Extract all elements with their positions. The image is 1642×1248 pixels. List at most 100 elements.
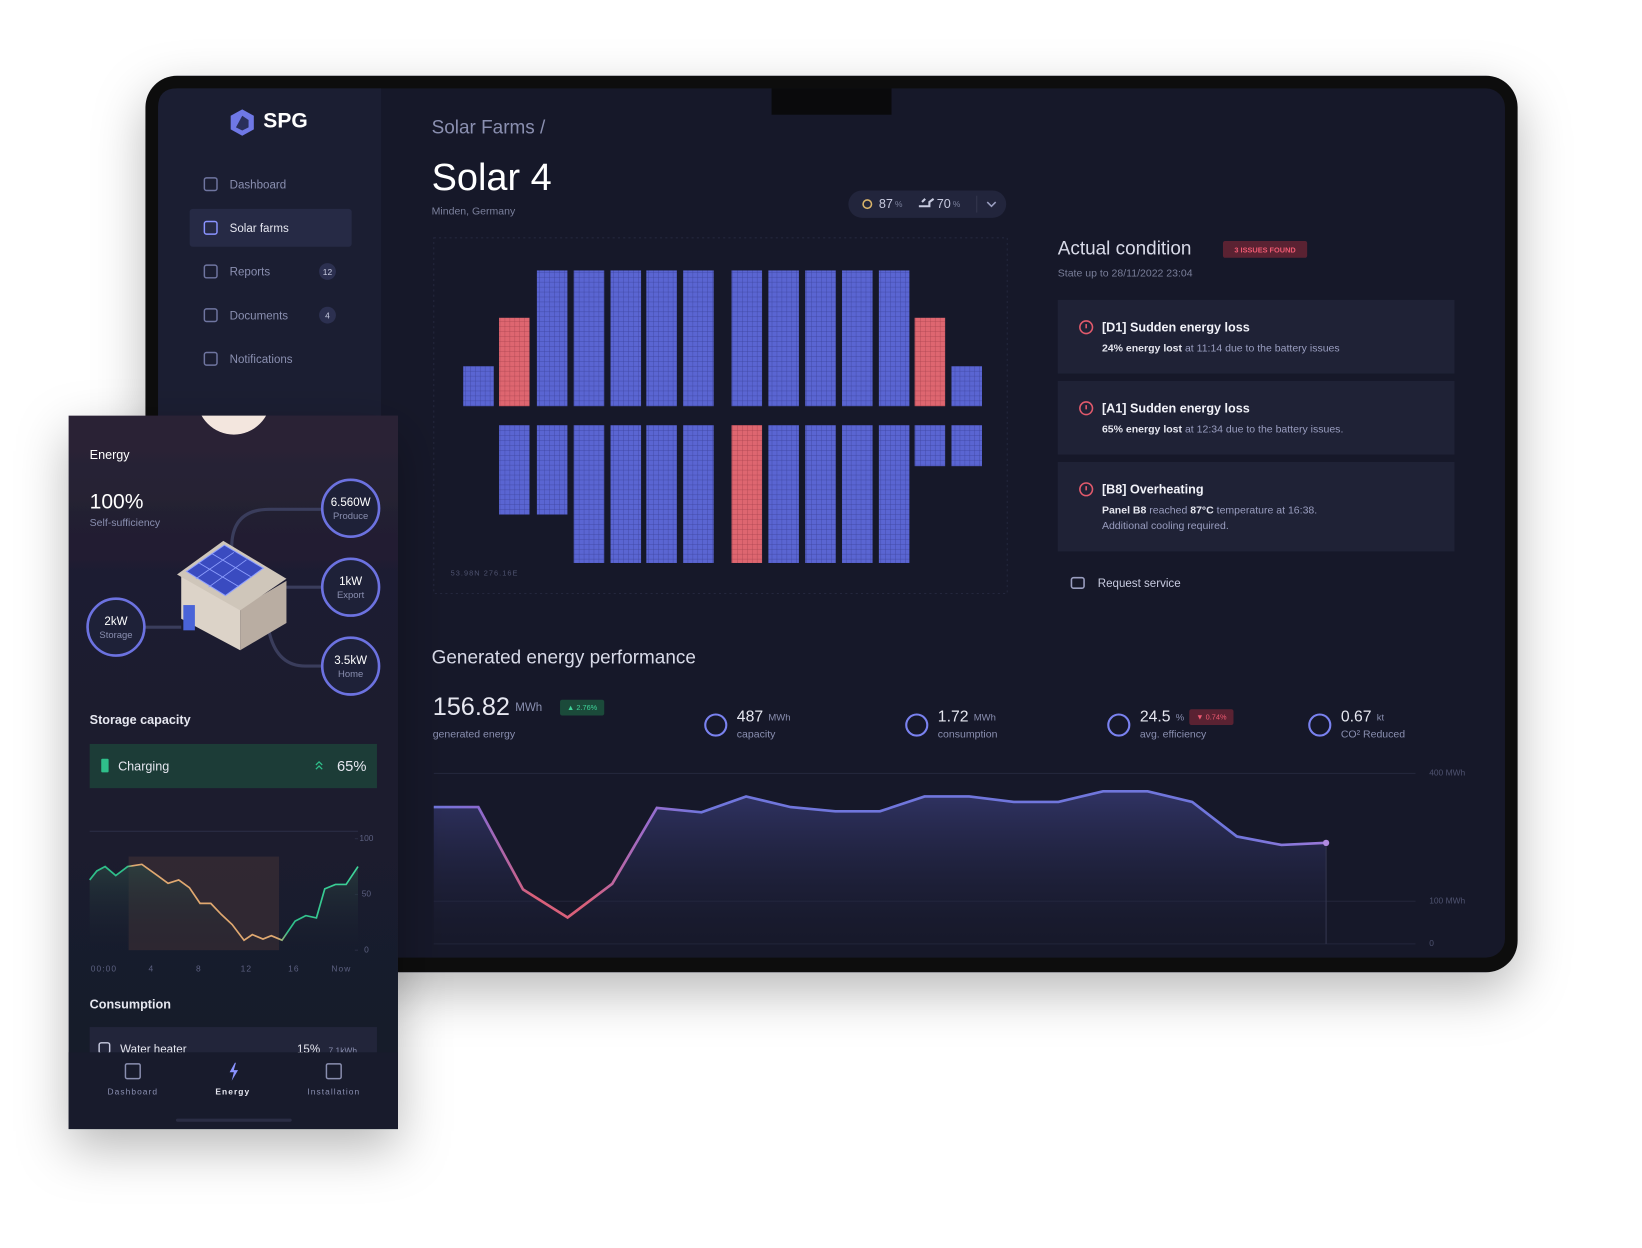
tab-icon[interactable] (229, 1062, 239, 1081)
weather-number: 70 (937, 198, 951, 212)
panel[interactable] (536, 270, 568, 407)
nav-badge-count: 12 (323, 267, 333, 277)
stat-unit: MWh (768, 712, 790, 723)
panel-faulty[interactable] (914, 317, 946, 407)
panel[interactable] (499, 425, 530, 515)
panel[interactable] (683, 270, 714, 407)
issue-note: Additional cooling required. (1102, 520, 1229, 532)
y-tick-label: 100 MWh (1429, 895, 1465, 905)
panel[interactable] (610, 425, 642, 563)
panel[interactable] (842, 270, 873, 407)
flow-node (86, 597, 146, 657)
flow-node-value: 1kW (339, 576, 362, 588)
issue-detail-part: Panel B8 (1102, 504, 1147, 516)
panel-faulty[interactable] (731, 425, 763, 563)
breadcrumb[interactable]: Solar Farms / (432, 117, 546, 138)
battery-door (183, 605, 195, 631)
stat-label: capacity (737, 728, 776, 740)
service-icon[interactable] (1070, 576, 1085, 590)
panel[interactable] (683, 425, 714, 563)
tabs: Dashboard Energy Installation (108, 1062, 360, 1096)
battery-icon (101, 758, 109, 773)
house-wall (240, 580, 287, 651)
weather-pill[interactable]: 87% 70% (848, 190, 1007, 218)
panel[interactable] (878, 425, 910, 563)
weather-value: 70% (937, 198, 961, 212)
issue-detail-part: 87°C (1190, 504, 1214, 516)
issue-card[interactable] (1057, 299, 1455, 374)
tab-label[interactable]: Installation (307, 1086, 360, 1096)
tab-label[interactable]: Energy (215, 1086, 250, 1096)
nav-item[interactable]: Dashboard (230, 179, 287, 191)
storage-chart: 0 50 100 00:00 4 8 12 16 Now (89, 830, 374, 973)
stat-number: 24.5 (1140, 709, 1171, 726)
panel[interactable] (951, 366, 982, 407)
stat-value: 487 MWh (737, 709, 791, 726)
issue-title: [A1] Sudden energy loss (1102, 402, 1250, 416)
solar-grid (195, 552, 251, 588)
panel[interactable] (805, 270, 836, 407)
panel[interactable] (573, 425, 605, 563)
phone-content: Energy 100% Self-sufficiency 6.560W Produ… (68, 415, 398, 1130)
panel[interactable] (914, 425, 946, 467)
nav-icon[interactable] (203, 264, 218, 279)
nav-item[interactable]: Documents (230, 310, 289, 322)
panel-faulty[interactable] (499, 317, 530, 407)
stat-label: consumption (938, 728, 998, 740)
panel[interactable] (731, 270, 763, 407)
panel[interactable] (768, 270, 799, 407)
stat-change: ▼ 0.74% (1196, 713, 1227, 722)
request-service[interactable]: Request service (1098, 578, 1181, 590)
issue-card[interactable] (1057, 461, 1455, 552)
panel[interactable] (573, 270, 605, 407)
tab-icon[interactable] (124, 1063, 141, 1080)
flow-node (320, 636, 381, 696)
weather-pill-bg[interactable] (848, 190, 1007, 218)
panel[interactable] (878, 270, 910, 407)
tab-icon[interactable] (325, 1063, 342, 1080)
panel[interactable] (536, 425, 568, 515)
x-tick-label: 00:00 (91, 963, 117, 973)
issue-card[interactable] (1057, 380, 1455, 455)
stat-label: CO² Reduced (1341, 728, 1405, 740)
issue-detail: Panel B8 reached 87°C temperature at 16:… (1102, 504, 1317, 516)
flow-nodes: 6.560W Produce 1kW Export 3.5kW Home 2kW Storag… (86, 478, 381, 696)
nav-item[interactable]: Reports (230, 267, 271, 279)
panel[interactable] (646, 270, 677, 407)
consumption-title: Consumption (90, 997, 171, 1011)
stat-icon (1107, 713, 1131, 737)
dropdown-chevron[interactable] (986, 201, 997, 208)
storage-title: Storage capacity (90, 713, 191, 727)
charging-level: 65% (337, 759, 366, 775)
up-icon (315, 760, 323, 770)
y-tick-label: 100 (359, 833, 373, 843)
area (89, 864, 358, 951)
issue-detail: 65% energy lost at 12:34 due to the batt… (1102, 423, 1343, 435)
nav-icon[interactable] (203, 177, 218, 192)
panel[interactable] (951, 425, 982, 467)
stat-change: ▲ 2.76% (567, 703, 598, 712)
panel[interactable] (646, 425, 677, 563)
flow-node-label: Produce (333, 511, 368, 522)
nav-item[interactable]: Notifications (230, 354, 293, 366)
panel[interactable] (610, 270, 642, 407)
stat-change-badge (560, 699, 605, 716)
condition-title: Actual condition (1058, 238, 1192, 259)
panel[interactable] (463, 366, 494, 407)
issue-detail: 24% energy lost at 11:14 due to the batt… (1102, 342, 1340, 354)
nav-icon[interactable] (203, 308, 218, 323)
panel[interactable] (768, 425, 799, 563)
nav-icon[interactable] (203, 351, 218, 366)
logo: SPG (263, 110, 307, 133)
issue-icon (1079, 320, 1094, 335)
nav-icon[interactable] (203, 220, 218, 235)
logo-icon-inner (235, 115, 249, 131)
nav-item[interactable]: Solar farms (230, 223, 289, 235)
panel[interactable] (805, 425, 836, 563)
performance-title: Generated energy performance (432, 648, 696, 669)
stat-value: 0.67 kt (1341, 709, 1385, 726)
issue-icon (1079, 482, 1094, 497)
tab-label[interactable]: Dashboard (108, 1086, 159, 1096)
weather-unit: % (895, 199, 903, 209)
panel[interactable] (842, 425, 873, 563)
